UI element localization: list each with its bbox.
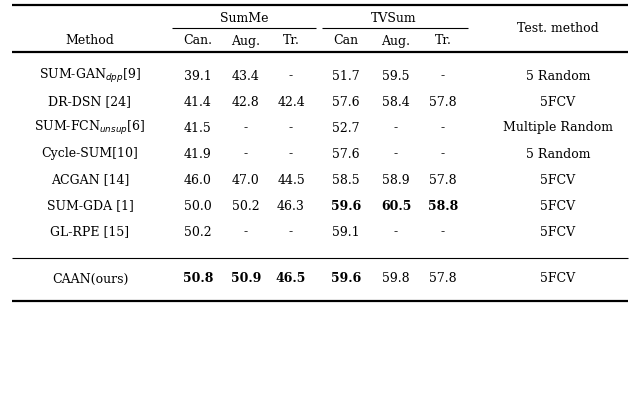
Text: 59.6: 59.6 xyxy=(331,200,361,213)
Text: -: - xyxy=(394,148,398,160)
Text: Aug.: Aug. xyxy=(381,34,410,47)
Text: SUM-GAN$_{dpp}$[9]: SUM-GAN$_{dpp}$[9] xyxy=(39,67,141,85)
Text: 57.8: 57.8 xyxy=(429,272,457,285)
Text: Cycle-SUM[10]: Cycle-SUM[10] xyxy=(42,148,138,160)
Text: 46.0: 46.0 xyxy=(184,173,212,187)
Text: -: - xyxy=(394,121,398,135)
Text: 50.9: 50.9 xyxy=(231,272,261,285)
Text: Tr.: Tr. xyxy=(283,34,300,47)
Text: -: - xyxy=(289,225,293,238)
Text: 42.8: 42.8 xyxy=(232,95,260,108)
Text: TVSum: TVSum xyxy=(371,11,417,25)
Text: Method: Method xyxy=(65,34,115,47)
Text: 59.6: 59.6 xyxy=(331,272,361,285)
Text: GL-RPE [15]: GL-RPE [15] xyxy=(51,225,129,238)
Text: -: - xyxy=(394,225,398,238)
Text: 41.9: 41.9 xyxy=(184,148,212,160)
Text: 59.1: 59.1 xyxy=(332,225,360,238)
Text: Tr.: Tr. xyxy=(435,34,451,47)
Text: 50.2: 50.2 xyxy=(232,200,260,213)
Text: 57.6: 57.6 xyxy=(332,95,360,108)
Text: Can.: Can. xyxy=(184,34,212,47)
Text: 5FCV: 5FCV xyxy=(540,200,575,213)
Text: SUM-GDA [1]: SUM-GDA [1] xyxy=(47,200,133,213)
Text: 5FCV: 5FCV xyxy=(540,272,575,285)
Text: 51.7: 51.7 xyxy=(332,70,360,83)
Text: 50.8: 50.8 xyxy=(183,272,213,285)
Text: 58.5: 58.5 xyxy=(332,173,360,187)
Text: -: - xyxy=(289,121,293,135)
Text: Can: Can xyxy=(333,34,358,47)
Text: 46.3: 46.3 xyxy=(277,200,305,213)
Text: 58.4: 58.4 xyxy=(382,95,410,108)
Text: SUM-FCN$_{unsup}$[6]: SUM-FCN$_{unsup}$[6] xyxy=(35,119,145,137)
Text: 5 Random: 5 Random xyxy=(525,148,590,160)
Text: 44.5: 44.5 xyxy=(277,173,305,187)
Text: 5FCV: 5FCV xyxy=(540,95,575,108)
Text: 42.4: 42.4 xyxy=(277,95,305,108)
Text: DR-DSN [24]: DR-DSN [24] xyxy=(49,95,131,108)
Text: 57.8: 57.8 xyxy=(429,95,457,108)
Text: -: - xyxy=(289,70,293,83)
Text: 59.5: 59.5 xyxy=(382,70,410,83)
Text: 43.4: 43.4 xyxy=(232,70,260,83)
Text: Multiple Random: Multiple Random xyxy=(503,121,613,135)
Text: -: - xyxy=(441,121,445,135)
Text: 39.1: 39.1 xyxy=(184,70,212,83)
Text: 59.8: 59.8 xyxy=(382,272,410,285)
Text: -: - xyxy=(441,225,445,238)
Text: -: - xyxy=(441,70,445,83)
Text: 46.5: 46.5 xyxy=(276,272,306,285)
Text: CAAN(ours): CAAN(ours) xyxy=(52,272,128,285)
Text: 58.8: 58.8 xyxy=(428,200,458,213)
Text: 5FCV: 5FCV xyxy=(540,225,575,238)
Text: SumMe: SumMe xyxy=(220,11,268,25)
Text: 41.4: 41.4 xyxy=(184,95,212,108)
Text: 5 Random: 5 Random xyxy=(525,70,590,83)
Text: 60.5: 60.5 xyxy=(381,200,411,213)
Text: 57.8: 57.8 xyxy=(429,173,457,187)
Text: ACGAN [14]: ACGAN [14] xyxy=(51,173,129,187)
Text: 50.2: 50.2 xyxy=(184,225,212,238)
Text: 47.0: 47.0 xyxy=(232,173,260,187)
Text: 58.9: 58.9 xyxy=(382,173,410,187)
Text: -: - xyxy=(244,225,248,238)
Text: -: - xyxy=(244,148,248,160)
Text: 52.7: 52.7 xyxy=(332,121,360,135)
Text: -: - xyxy=(244,121,248,135)
Text: 41.5: 41.5 xyxy=(184,121,212,135)
Text: 5FCV: 5FCV xyxy=(540,173,575,187)
Text: 50.0: 50.0 xyxy=(184,200,212,213)
Text: Test. method: Test. method xyxy=(517,22,599,35)
Text: 57.6: 57.6 xyxy=(332,148,360,160)
Text: Aug.: Aug. xyxy=(232,34,260,47)
Text: -: - xyxy=(441,148,445,160)
Text: -: - xyxy=(289,148,293,160)
